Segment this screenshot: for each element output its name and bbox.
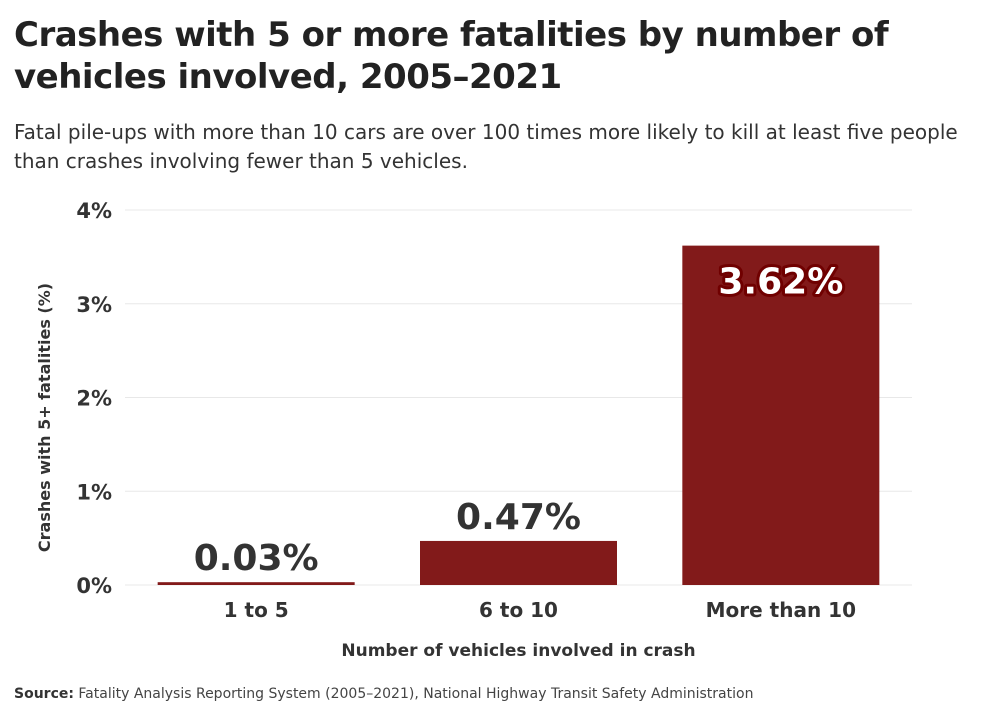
source-note: Source: Fatality Analysis Reporting Syst… <box>14 686 753 702</box>
y-tick-label: 4% <box>76 199 112 223</box>
x-tick-label: 1 to 5 <box>224 598 289 622</box>
y-tick-label: 3% <box>76 293 112 317</box>
data-label: 0.03% <box>194 538 319 579</box>
bar <box>682 245 880 585</box>
chart-title: Crashes with 5 or more fatalities by num… <box>14 15 889 97</box>
data-label: 3.62% <box>718 262 843 303</box>
x-tick-label: More than 10 <box>706 598 856 622</box>
y-tick-label: 1% <box>76 480 112 504</box>
x-axis-label: Number of vehicles involved in crash <box>341 641 695 661</box>
bar <box>420 540 617 585</box>
x-tick-label: 6 to 10 <box>479 598 558 622</box>
y-tick-label: 0% <box>76 574 112 598</box>
bar <box>157 582 355 585</box>
source-text: Fatality Analysis Reporting System (2005… <box>73 686 754 702</box>
chart-subtitle: Fatal pile-ups with more than 10 cars ar… <box>14 120 958 173</box>
y-tick-label: 2% <box>76 387 112 411</box>
y-axis-label: Crashes with 5+ fatalities (%) <box>35 283 54 552</box>
data-label: 0.47% <box>456 497 581 538</box>
source-label: Source: <box>14 686 74 702</box>
